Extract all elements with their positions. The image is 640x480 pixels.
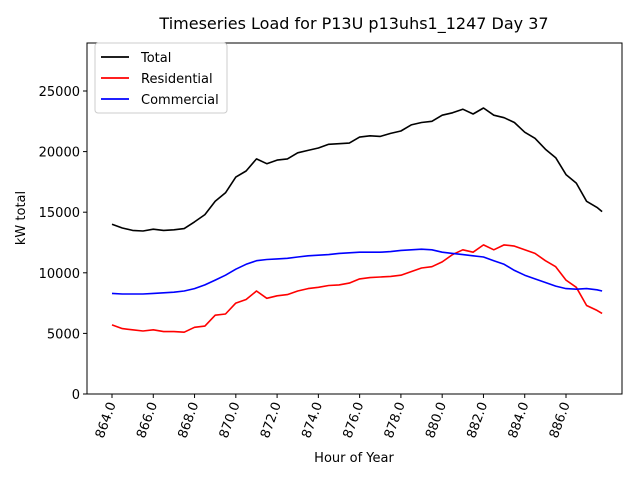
chart-title: Timeseries Load for P13U p13uhs1_1247 Da… <box>158 14 548 34</box>
x-tick-label: 884.0 <box>506 400 533 440</box>
x-tick-label: 866.0 <box>134 400 161 440</box>
y-axis-ticks: 0 5000 10000 15000 20000 25000 <box>39 85 87 403</box>
x-tick-label: 868.0 <box>175 400 202 440</box>
y-tick-label: 10000 <box>39 267 80 282</box>
y-tick-label: 25000 <box>39 85 80 100</box>
x-tick-label: 874.0 <box>299 400 326 440</box>
legend-box <box>94 42 228 114</box>
x-tick-label: 876.0 <box>341 400 368 440</box>
x-tick-label: 870.0 <box>217 400 244 440</box>
x-tick-label: 872.0 <box>258 400 285 440</box>
x-tick-label: 864.0 <box>93 400 120 440</box>
x-axis-label: Hour of Year <box>314 451 394 466</box>
x-tick-label: 886.0 <box>547 400 574 440</box>
x-axis-ticks: 864.0 866.0 868.0 870.0 872.0 874.0 876.0 878.0… <box>93 394 574 440</box>
legend-label-total: Total <box>140 51 171 66</box>
x-tick-label: 880.0 <box>423 400 450 440</box>
legend-label-residential: Residential <box>141 72 213 87</box>
legend-label-commercial: Commercial <box>141 93 219 108</box>
y-tick-label: 15000 <box>39 206 80 221</box>
y-tick-label: 0 <box>72 388 80 403</box>
plot-frame <box>86 42 623 395</box>
x-tick-label: 882.0 <box>464 400 491 440</box>
x-tick-label: 878.0 <box>382 400 409 440</box>
series-line-total <box>111 107 603 232</box>
series-line-commercial <box>111 248 603 295</box>
series-lines <box>111 107 603 334</box>
y-tick-label: 5000 <box>47 327 80 342</box>
y-axis-label: kW total <box>14 191 29 245</box>
series-line-residential <box>111 244 603 334</box>
legend: Total Residential Commercial <box>94 42 228 114</box>
y-tick-label: 20000 <box>39 146 80 161</box>
